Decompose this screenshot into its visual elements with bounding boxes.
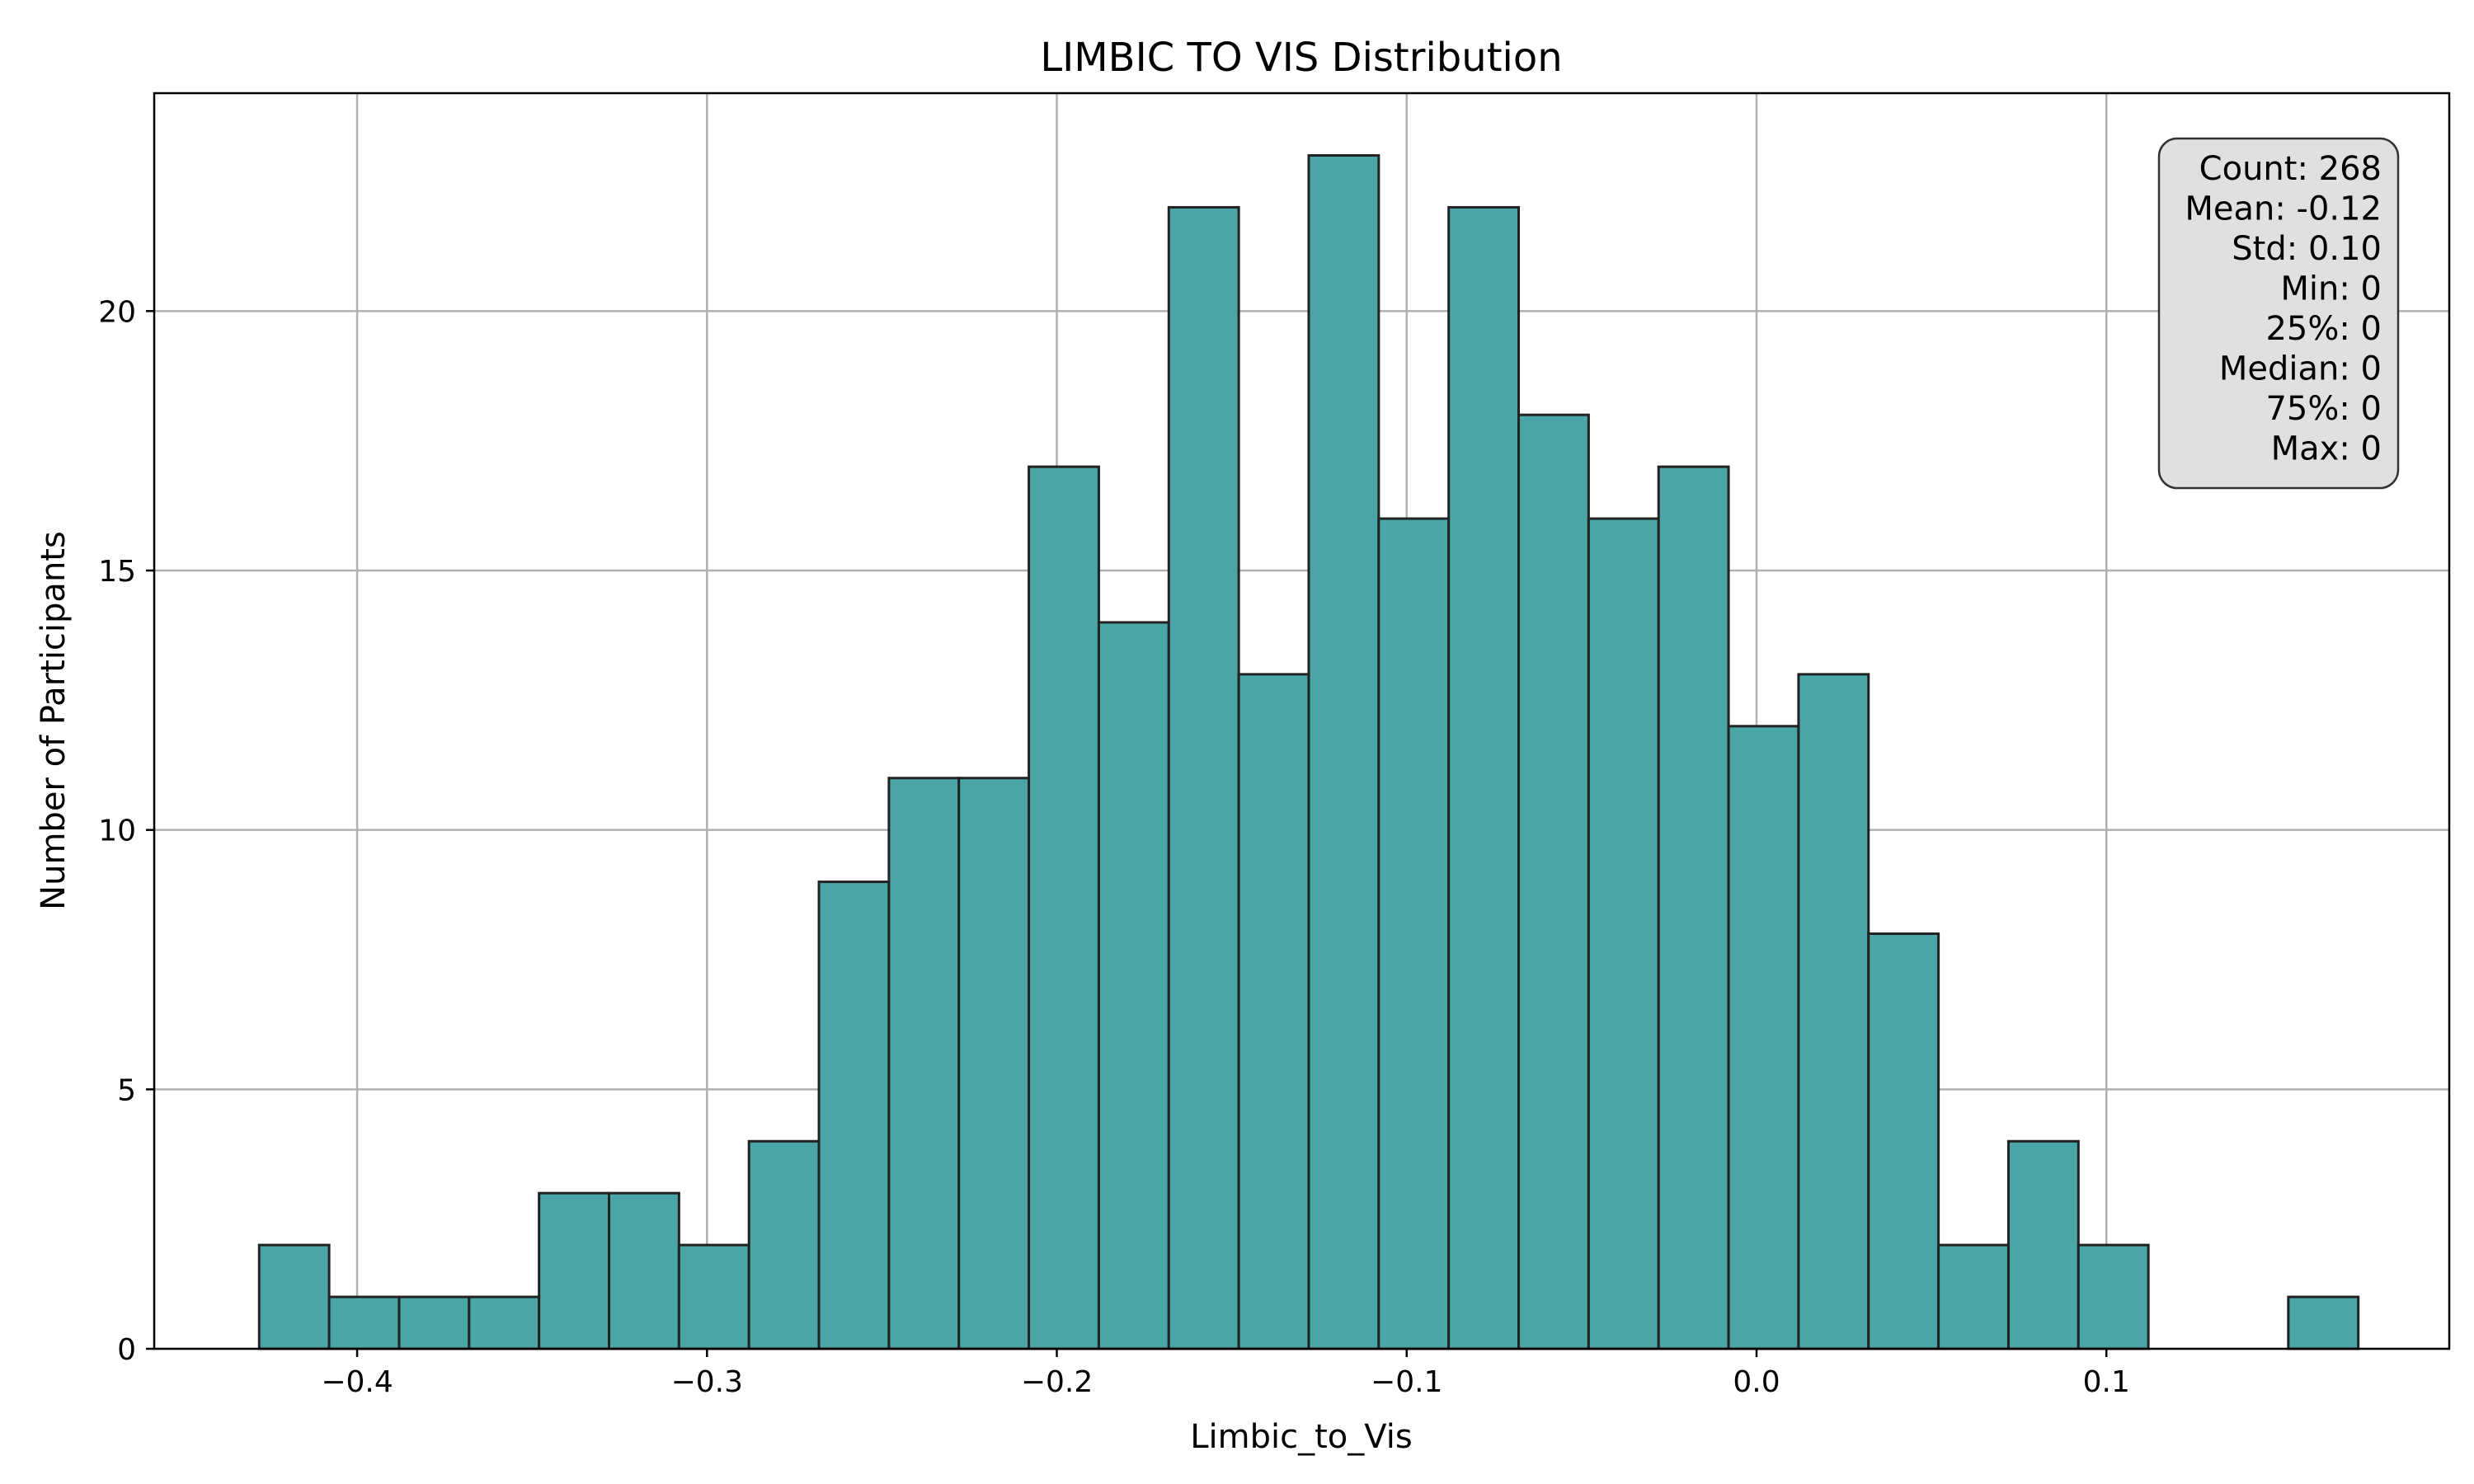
histogram-bar-10 [957,777,1031,1350]
histogram-bars [257,154,2360,1350]
stats-line-2: Std: 0.10 [2232,230,2382,268]
plot-area-frame [153,92,2451,1350]
histogram-bar-29 [2287,1295,2360,1350]
stats-box-background [2157,137,2400,490]
x-tick-label-0: −0.4 [321,1365,393,1399]
histogram-bar-26 [2077,1243,2150,1350]
y-tick-label-4: 20 [98,295,136,329]
histogram-bar-9 [887,777,961,1350]
x-tick-label-3: −0.1 [1371,1365,1442,1399]
histogram-bar-16 [1377,517,1451,1350]
stats-line-6: 75%: 0 [2265,390,2382,428]
histogram-bar-19 [1587,517,1660,1350]
histogram-bar-6 [677,1243,750,1350]
histogram-bar-4 [538,1191,611,1350]
histogram-bar-24 [1937,1243,2010,1350]
histogram-bar-23 [1867,932,1940,1350]
y-tick-label-3: 15 [98,555,136,589]
x-tick-label-2: −0.2 [1021,1365,1093,1399]
histogram-bar-13 [1167,205,1240,1350]
histogram-bar-5 [608,1191,680,1350]
y-axis-label: Number of Participants [35,531,73,910]
histogram-bar-12 [1097,621,1170,1350]
stats-line-3: Min: 0 [2280,270,2382,308]
x-axis-label: Limbic_to_Vis [1190,1418,1412,1456]
histogram-bar-20 [1657,465,1730,1350]
histogram-bar-7 [747,1139,821,1350]
stats-line-4: 25%: 0 [2265,310,2382,348]
y-tick-label-2: 10 [98,815,136,848]
histogram-bar-21 [1727,725,1800,1350]
histogram-bar-14 [1237,673,1310,1350]
y-tick-label-0: 0 [117,1333,136,1367]
histogram-bar-1 [327,1295,401,1350]
stats-line-5: Median: 0 [2219,350,2382,388]
histogram-bar-15 [1307,154,1380,1350]
stats-line-7: Max: 0 [2271,430,2382,468]
x-axis-ticks: −0.4 −0.3 −0.2 −0.1 0.0 0.1 [321,1349,2130,1399]
histogram-bar-3 [468,1295,541,1350]
histogram-bar-22 [1797,673,1870,1350]
histogram-bar-11 [1028,465,1100,1350]
x-tick-label-1: −0.3 [671,1365,743,1399]
y-tick-label-1: 5 [117,1073,136,1107]
histogram-bar-8 [817,881,891,1350]
x-tick-label-5: 0.1 [2083,1365,2130,1399]
stats-line-0: Count: 268 [2199,150,2382,188]
histogram-bar-25 [2006,1139,2080,1350]
histogram-bar-0 [257,1243,331,1350]
histogram-bar-18 [1517,413,1590,1350]
x-tick-label-4: 0.0 [1733,1365,1780,1399]
histogram-bar-17 [1447,205,1521,1350]
stats-line-1: Mean: -0.12 [2185,190,2382,228]
histogram-bar-2 [397,1295,471,1350]
chart-title: LIMBIC TO VIS Distribution [1040,35,1562,81]
y-axis-ticks: 0 5 10 15 20 [98,295,154,1367]
